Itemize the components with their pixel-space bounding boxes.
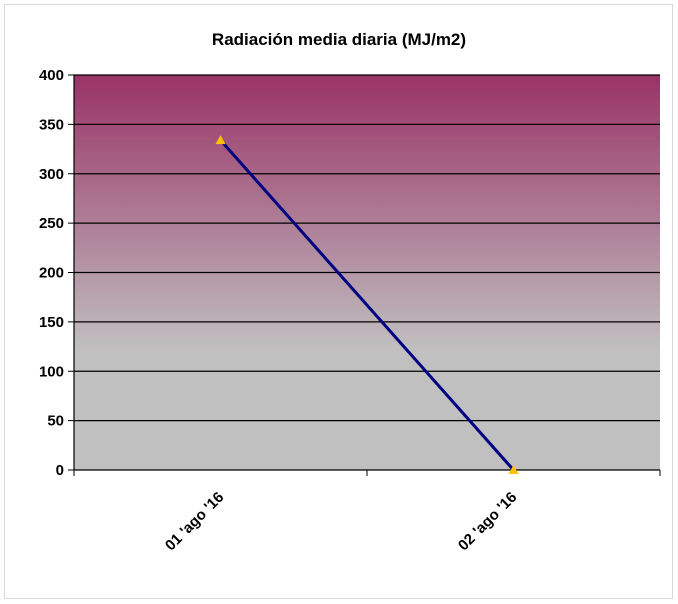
x-tick-label: 01 'ago '16 (162, 489, 227, 554)
series-line (219, 139, 515, 471)
y-tick-label: 400 (39, 67, 64, 84)
y-tick-label: 150 (39, 314, 64, 331)
y-tick-label: 100 (39, 363, 64, 380)
x-tick-label: 02 'ago '16 (455, 489, 520, 554)
y-tick-label: 350 (39, 116, 64, 133)
y-tick-label: 250 (39, 215, 64, 232)
y-tick-label: 200 (39, 265, 64, 282)
chart-title: Radiación media diaria (MJ/m2) (211, 30, 467, 49)
data-point-marker (508, 465, 519, 474)
y-tick-label: 300 (39, 166, 64, 183)
y-tick-label: 0 (56, 462, 64, 479)
data-point-marker (215, 135, 226, 145)
y-tick-label: 50 (47, 413, 64, 430)
